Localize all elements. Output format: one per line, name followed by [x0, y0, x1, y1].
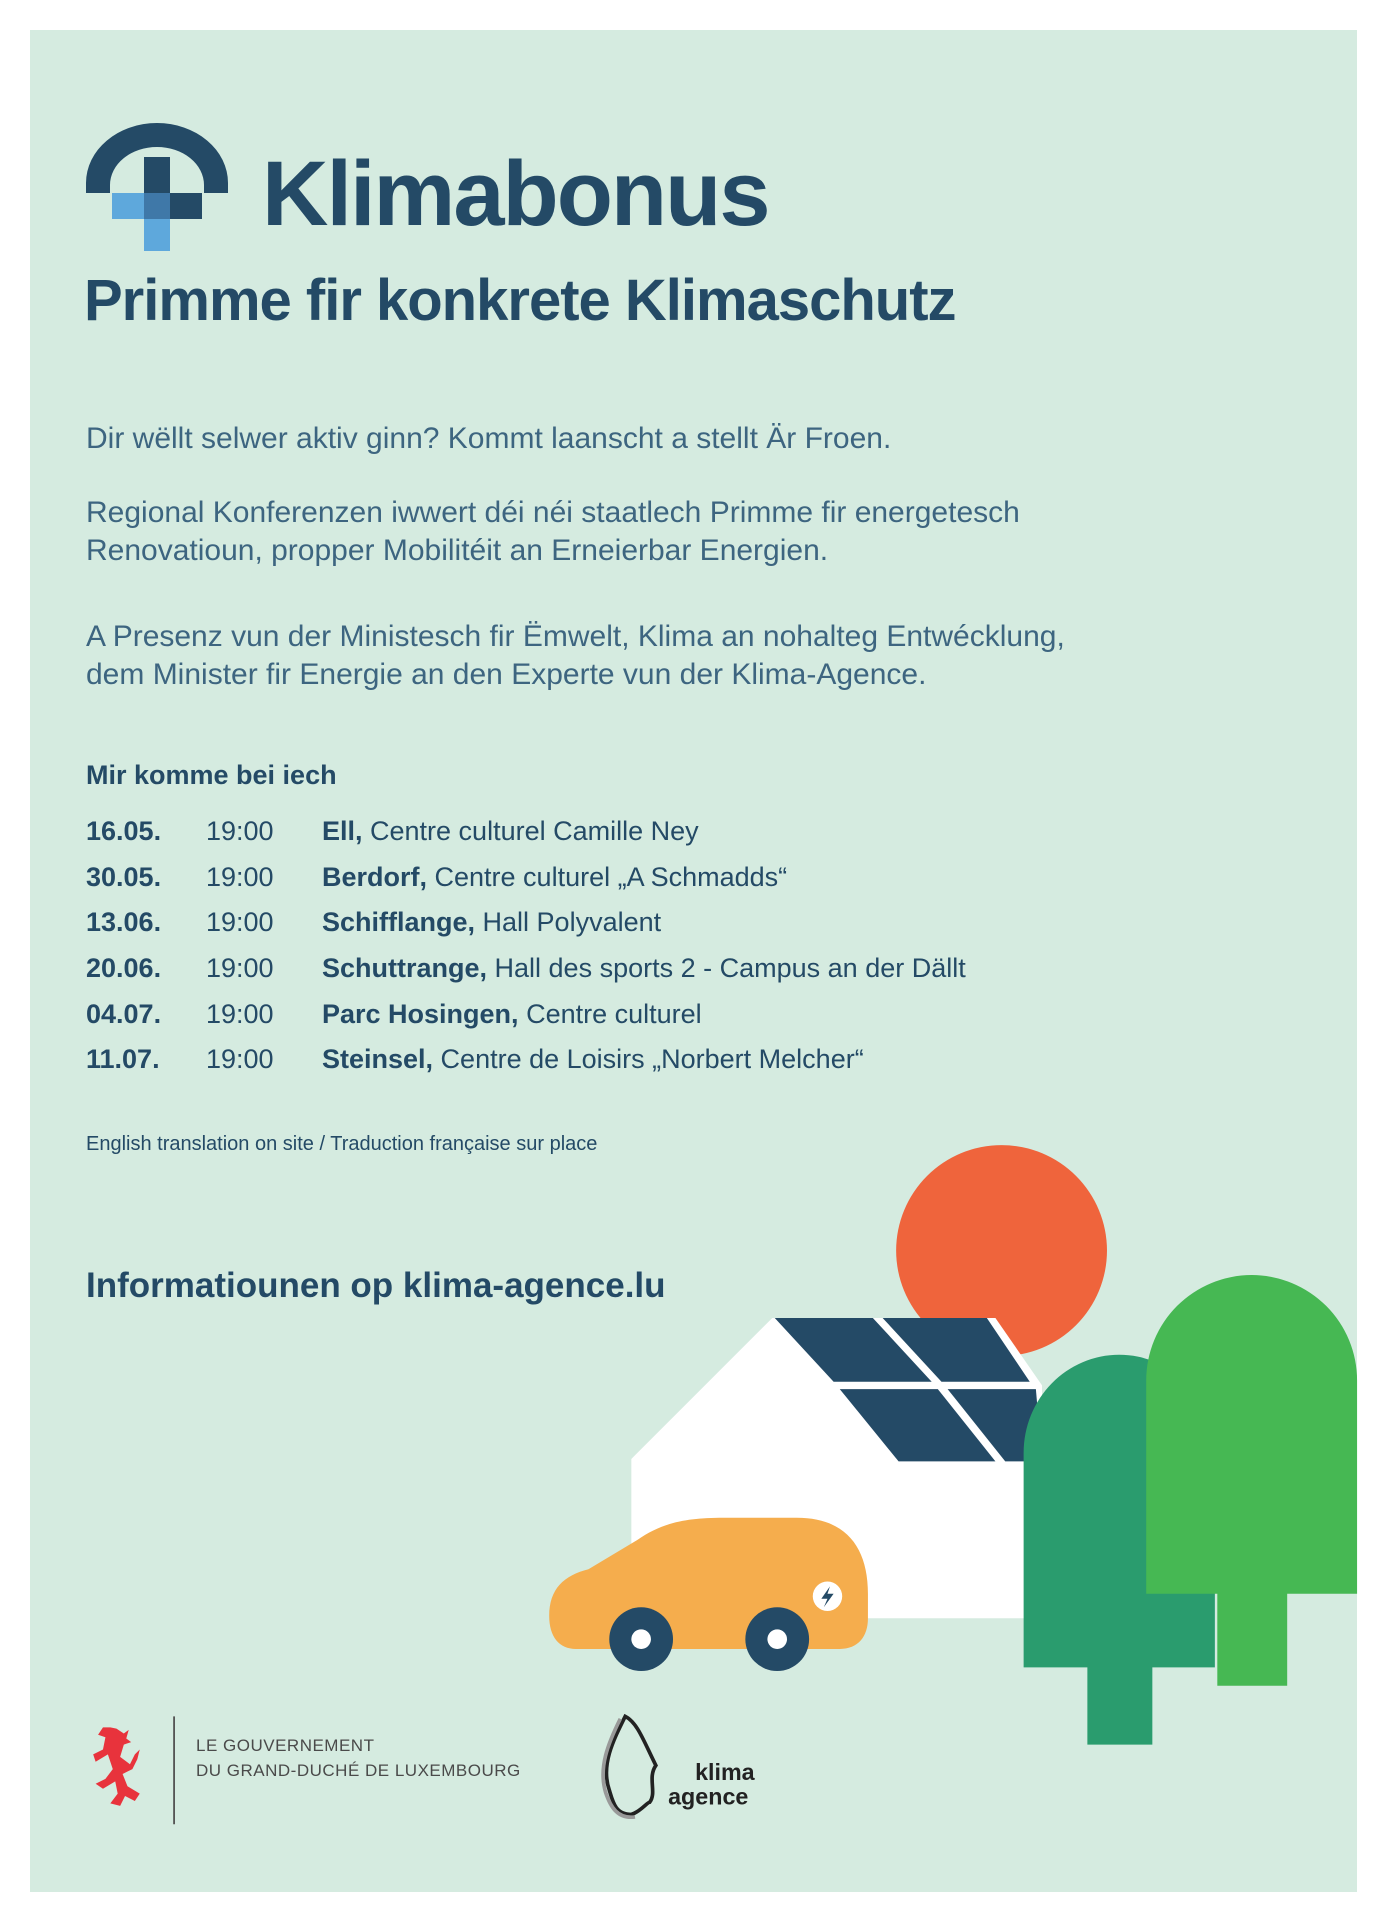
event-date: 04.07. [86, 999, 162, 1029]
brand-title: Klimabonus [262, 143, 770, 245]
intro-paragraph-2-line-1: Regional Konferenzen iwwert déi néi staa… [86, 496, 1020, 529]
event-time: 19:00 [206, 999, 274, 1029]
event-date: 11.07. [86, 1044, 160, 1074]
solar-panel [774, 1317, 932, 1382]
sun-shape [896, 1145, 1107, 1356]
event-venue: Centre de Loisirs „Norbert Melcher“ [433, 1044, 864, 1074]
event-venue: Hall Polyvalent [475, 907, 662, 937]
solar-panel [947, 1389, 1043, 1462]
event-venue: Hall des sports 2 - Campus an der Dällt [487, 953, 966, 983]
government-line-2: DU GRAND-DUCHÉ DE LUXEMBOURG [196, 1761, 521, 1780]
event-time: 19:00 [206, 907, 274, 937]
tree-light [1146, 1275, 1358, 1686]
event-location: Steinsel, Centre de Loisirs „Norbert Mel… [322, 1043, 864, 1075]
svg-text:agence: agence [668, 1784, 748, 1810]
event-date: 30.05. [86, 862, 162, 892]
translation-note: English translation on site / Traduction… [86, 1133, 598, 1155]
solar-panel [882, 1317, 1030, 1382]
event-venue: Centre culturel Camille Ney [362, 816, 699, 846]
government-line-1: LE GOUVERNEMENT [196, 1736, 375, 1755]
event-town: Berdorf, [322, 862, 428, 892]
luxembourg-lion-logo [93, 1727, 140, 1806]
svg-text:klima: klima [695, 1759, 756, 1785]
event-location: Ell, Centre culturel Camille Ney [322, 815, 699, 847]
event-location: Schuttrange, Hall des sports 2 - Campus … [322, 952, 966, 984]
event-date: 20.06. [86, 953, 162, 983]
klima-agence-logo: klima agence [601, 1713, 756, 1819]
event-town: Parc Hosingen, [322, 999, 519, 1029]
event-location: Parc Hosingen, Centre culturel [322, 998, 702, 1030]
event-time: 19:00 [206, 1044, 274, 1074]
electric-car [549, 1517, 868, 1672]
schedule-title: Mir komme bei iech [86, 760, 337, 790]
event-town: Steinsel, [322, 1044, 434, 1074]
klimabonus-logo-icon [86, 123, 228, 251]
page-subtitle: Primme fir konkrete Klimaschutz [84, 268, 957, 333]
event-time: 19:00 [206, 862, 274, 892]
event-date: 16.05. [86, 816, 162, 846]
event-time: 19:00 [206, 816, 274, 846]
event-date: 13.06. [86, 907, 162, 937]
info-link[interactable]: Informatiounen op klima-agence.lu [86, 1266, 666, 1305]
event-town: Schuttrange, [322, 953, 488, 983]
event-town: Schifflange, [322, 907, 476, 937]
intro-paragraph-2-line-2: Renovatioun, propper Mobilitéit an Ernei… [86, 534, 829, 567]
event-location: Berdorf, Centre culturel „A Schmadds“ [322, 861, 787, 893]
intro-paragraph-1: Dir wëllt selwer aktiv ginn? Kommt laans… [86, 422, 892, 455]
event-venue: Centre culturel [518, 999, 702, 1029]
intro-paragraph-3-line-1: A Presenz vun der Ministesch fir Ëmwelt,… [86, 620, 1065, 653]
event-town: Ell, [322, 816, 363, 846]
event-venue: Centre culturel „A Schmadds“ [427, 862, 788, 892]
event-time: 19:00 [206, 953, 274, 983]
solar-panel [839, 1389, 996, 1462]
intro-paragraph-3-line-2: dem Minister fir Energie an den Experte … [86, 658, 927, 691]
event-location: Schifflange, Hall Polyvalent [322, 906, 661, 938]
